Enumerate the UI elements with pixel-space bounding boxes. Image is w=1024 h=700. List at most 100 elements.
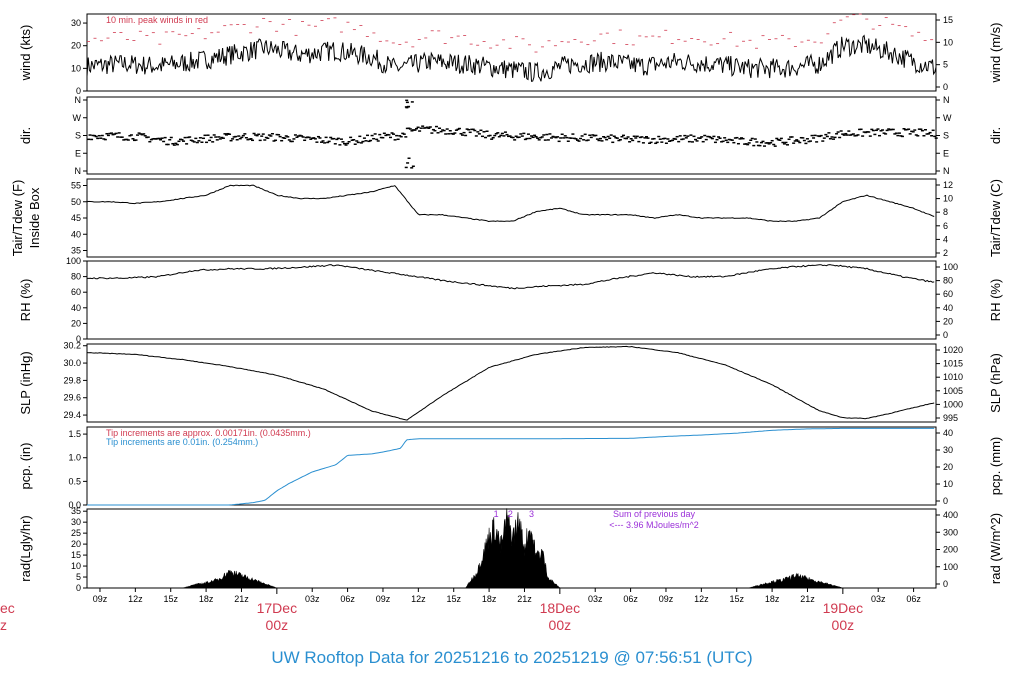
y-tick-label: 29.6 bbox=[63, 393, 81, 403]
y-tick-label-right: 30 bbox=[943, 445, 953, 455]
y-axis-label-right: Tair/Tdew (C) bbox=[988, 179, 1003, 257]
y-axis-label-right: wind (m/s) bbox=[988, 23, 1003, 84]
x-tick-label: 12z bbox=[411, 594, 426, 604]
y-tick-label-right: 20 bbox=[943, 316, 953, 326]
panel-frame bbox=[86, 343, 937, 423]
y-tick-label: 29.4 bbox=[63, 410, 81, 420]
y-tick-label: 15 bbox=[71, 550, 81, 560]
y-tick-label-right: 400 bbox=[943, 510, 958, 520]
x-tick-label: 09z bbox=[93, 594, 108, 604]
y-axis-label-left: wind (kts) bbox=[18, 25, 33, 82]
x-tick-label: 15z bbox=[729, 594, 744, 604]
y-tick-label-right: 0 bbox=[943, 82, 948, 92]
x-tick-label: 15z bbox=[446, 594, 461, 604]
radiation-sum-value: <--- 3.96 MJoules/m^2 bbox=[609, 520, 699, 530]
y-tick-label-right: 20 bbox=[943, 462, 953, 472]
y-tick-label: 0 bbox=[76, 334, 81, 344]
y-tick-label: E bbox=[75, 148, 81, 158]
y-tick-label-right: 8 bbox=[943, 207, 948, 217]
panel-frame bbox=[86, 178, 937, 258]
y-tick-label-right: 2 bbox=[943, 248, 948, 258]
y-tick-label-right: 12 bbox=[943, 180, 953, 190]
y-tick-label-right: 1015 bbox=[943, 359, 963, 369]
wind-series-line bbox=[86, 34, 937, 82]
y-tick-label-right: E bbox=[943, 148, 949, 158]
y-tick-label-right: 1000 bbox=[943, 399, 963, 409]
x-tick-label: 06z bbox=[906, 594, 921, 604]
y-tick-label-right: 40 bbox=[943, 428, 953, 438]
y-tick-label: 5 bbox=[76, 572, 81, 582]
y-tick-label-right: 5 bbox=[943, 60, 948, 70]
y-tick-label-right: 1005 bbox=[943, 386, 963, 396]
series-line bbox=[87, 427, 935, 506]
y-axis-label-left: RH (%) bbox=[18, 279, 33, 322]
chart-title: UW Rooftop Data for 20251216 to 20251219… bbox=[271, 648, 753, 667]
y-tick-label: 29.8 bbox=[63, 375, 81, 385]
date-label: 17Dec bbox=[257, 600, 297, 616]
y-tick-label: 40 bbox=[71, 229, 81, 239]
x-tick-label: 06z bbox=[623, 594, 638, 604]
y-tick-label: 25 bbox=[71, 528, 81, 538]
x-tick-label: 09z bbox=[659, 594, 674, 604]
y-tick-label-right: 995 bbox=[943, 413, 958, 423]
radiation-sum-label: Sum of previous day bbox=[613, 509, 696, 519]
y-tick-label: 1.5 bbox=[68, 429, 81, 439]
peak-marker-label: 3 bbox=[529, 509, 534, 519]
panel-frame bbox=[86, 260, 937, 340]
y-tick-label-right: W bbox=[943, 113, 952, 123]
y-tick-label-right: 60 bbox=[943, 289, 953, 299]
y-tick-label: 45 bbox=[71, 213, 81, 223]
y-tick-label-right: 1020 bbox=[943, 345, 963, 355]
y-axis-label-right: SLP (hPa) bbox=[988, 353, 1003, 413]
date-time-label-cut: z bbox=[0, 617, 7, 633]
series-line bbox=[86, 345, 935, 421]
x-tick-label: 15z bbox=[163, 594, 178, 604]
y-tick-label-right: 40 bbox=[943, 303, 953, 313]
y-axis-label-right: RH (%) bbox=[988, 279, 1003, 322]
y-tick-label: 0.5 bbox=[68, 476, 81, 486]
y-tick-label: 20 bbox=[71, 41, 81, 51]
y-tick-label-right: 80 bbox=[943, 276, 953, 286]
y-tick-label: 80 bbox=[71, 272, 81, 282]
y-tick-label: 60 bbox=[71, 287, 81, 297]
y-tick-label: W bbox=[73, 113, 82, 123]
y-tick-label: 0 bbox=[76, 583, 81, 593]
x-tick-label: 03z bbox=[871, 594, 886, 604]
y-tick-label-right: 1010 bbox=[943, 372, 963, 382]
panel-frame bbox=[86, 426, 937, 506]
radiation-area bbox=[182, 508, 843, 589]
y-tick-label: 10 bbox=[71, 63, 81, 73]
y-tick-label-right: 15 bbox=[943, 15, 953, 25]
y-tick-label: 1.0 bbox=[68, 453, 81, 463]
y-tick-label: 35 bbox=[71, 506, 81, 516]
y-tick-label-right: 100 bbox=[943, 562, 958, 572]
x-tick-label: 03z bbox=[305, 594, 320, 604]
date-label: 18Dec bbox=[540, 600, 580, 616]
y-tick-label-right: 0 bbox=[943, 496, 948, 506]
y-axis-label-right: rad (W/m^2) bbox=[988, 513, 1003, 584]
y-tick-label: 100 bbox=[66, 256, 81, 266]
x-tick-label: 12z bbox=[128, 594, 143, 604]
y-tick-label: S bbox=[75, 131, 81, 141]
y-axis-label-left: rad(Lgly/hr) bbox=[18, 515, 33, 581]
x-tick-label: 18z bbox=[199, 594, 214, 604]
x-tick-label: 21z bbox=[517, 594, 532, 604]
x-tick-label: 21z bbox=[800, 594, 815, 604]
panel-frame bbox=[86, 13, 937, 92]
y-tick-label: 30 bbox=[71, 517, 81, 527]
series-line bbox=[86, 184, 935, 223]
y-tick-label-right: N bbox=[943, 166, 950, 176]
y-axis-label-left: Inside Box bbox=[27, 187, 42, 248]
y-axis-label-right: dir. bbox=[988, 127, 1003, 144]
y-tick-label: 0 bbox=[76, 86, 81, 96]
y-tick-label-right: 6 bbox=[943, 221, 948, 231]
y-tick-label: 30.0 bbox=[63, 358, 81, 368]
y-tick-label-right: N bbox=[943, 95, 950, 105]
peak-marker-label: 1 bbox=[494, 509, 499, 519]
y-tick-label-right: S bbox=[943, 131, 949, 141]
y-tick-label-right: 0 bbox=[943, 330, 948, 340]
y-tick-label-right: 0 bbox=[943, 579, 948, 589]
date-time-label: 00z bbox=[832, 617, 855, 633]
y-tick-label: N bbox=[75, 166, 82, 176]
